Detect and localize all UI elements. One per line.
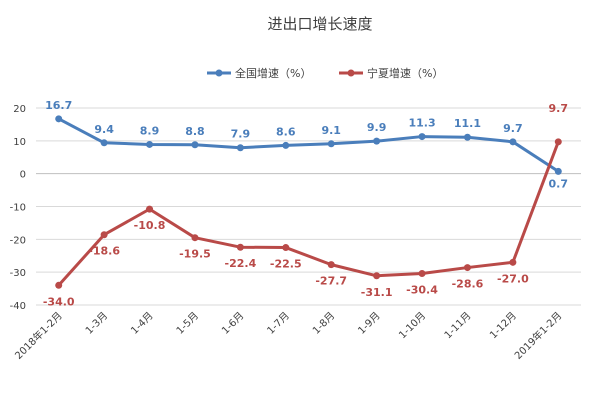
data-label-1-3: -19.5 [179, 248, 211, 261]
data-point-0-2 [146, 140, 154, 148]
data-point-0-10 [509, 138, 517, 146]
x-tick-label-5: 1-7月 [265, 310, 292, 337]
x-tick-label-11: 2019年1-2月 [512, 309, 565, 362]
y-tick-label-6: -40 [10, 301, 26, 312]
series-line-0 [58, 117, 560, 173]
legend-marker-national [215, 69, 223, 77]
data-label-1-6: -27.7 [315, 275, 347, 288]
y-axis: 20 10 0 -10 -20 -30 -40 [10, 104, 26, 312]
x-axis: 2018年1-2月 1-3月 1-4月 1-5月 1-6月 1-7月 1-8月 1-9月 1-1… [12, 309, 564, 362]
data-point-1-8 [418, 269, 426, 277]
data-label-0-6: 9.1 [321, 124, 341, 137]
y-tick-label-4: -20 [10, 235, 26, 246]
gridlines [36, 107, 581, 306]
data-point-0-8 [418, 133, 426, 141]
data-point-1-0 [55, 281, 63, 289]
data-labels: 16.7 9.4 8.9 8.8 7.9 8.6 9.1 9.9 11.3 11.1 9.7 0.7 -… [43, 99, 568, 308]
data-label-0-7: 9.9 [367, 121, 387, 134]
data-label-0-1: 9.4 [94, 123, 114, 136]
data-point-0-5 [282, 141, 290, 149]
data-point-0-9 [463, 133, 471, 141]
data-point-0-7 [373, 137, 381, 145]
data-label-0-0: 16.7 [45, 99, 72, 112]
x-tick-label-7: 1-9月 [356, 310, 383, 337]
data-label-1-1: -18.6 [88, 245, 120, 258]
data-label-0-9: 11.1 [454, 117, 481, 130]
x-tick-label-3: 1-5月 [174, 310, 201, 337]
y-tick-label-5: -30 [10, 268, 26, 279]
data-point-0-3 [191, 141, 199, 149]
legend-item-national: 全国增速（%） [207, 66, 311, 80]
data-label-0-5: 8.6 [276, 125, 296, 138]
x-tick-label-4: 1-6月 [219, 310, 246, 337]
data-label-0-4: 7.9 [231, 128, 251, 141]
data-point-0-4 [236, 144, 244, 152]
y-tick-label-3: -10 [10, 203, 26, 214]
data-label-1-5: -22.5 [270, 258, 302, 271]
legend-item-ningxia: 宁夏增速（%） [339, 66, 443, 80]
data-point-0-6 [327, 140, 335, 148]
data-point-1-2 [146, 205, 154, 213]
data-label-1-0: -34.0 [43, 295, 75, 308]
data-point-1-7 [373, 272, 381, 280]
data-point-1-9 [463, 264, 471, 272]
data-label-1-8: -30.4 [406, 283, 438, 296]
data-label-1-10: -27.0 [497, 272, 529, 285]
data-label-1-11: 9.7 [549, 102, 569, 115]
data-point-1-11 [554, 138, 562, 146]
data-point-1-1 [100, 231, 108, 239]
x-tick-label-6: 1-8月 [310, 310, 337, 337]
x-tick-label-10: 1-12月 [487, 310, 519, 342]
data-label-0-10: 9.7 [503, 122, 523, 135]
x-tick-label-8: 1-10月 [397, 310, 429, 342]
data-label-1-2: -10.8 [134, 219, 166, 232]
y-tick-label-1: 10 [13, 137, 26, 148]
legend: 全国增速（%） 宁夏增速（%） [207, 66, 443, 80]
data-point-0-0 [55, 115, 63, 123]
x-tick-label-0: 2018年1-2月 [12, 309, 65, 362]
y-tick-label-0: 20 [13, 104, 26, 115]
x-tick-label-1: 1-3月 [83, 310, 110, 337]
x-tick-label-9: 1-11月 [442, 310, 474, 342]
data-point-0-11 [554, 167, 562, 175]
data-label-0-8: 11.3 [408, 117, 435, 130]
data-label-0-3: 8.8 [185, 125, 205, 138]
series-line-1 [57, 141, 560, 287]
data-label-1-4: -22.4 [225, 257, 257, 270]
data-label-1-7: -31.1 [361, 286, 393, 299]
series-layer [55, 115, 562, 289]
x-tick-label-2: 1-4月 [129, 310, 156, 337]
y-tick-label-2: 0 [20, 170, 26, 181]
legend-marker-ningxia [347, 69, 355, 77]
data-point-1-6 [327, 261, 335, 269]
legend-label-national: 全国增速（%） [235, 66, 311, 80]
chart-title: 进出口增长速度 [267, 15, 372, 33]
legend-label-ningxia: 宁夏增速（%） [367, 66, 443, 80]
data-label-0-11: 0.7 [549, 177, 569, 190]
data-point-0-1 [100, 139, 108, 147]
data-point-1-10 [509, 258, 517, 266]
data-label-1-9: -28.6 [452, 278, 484, 291]
data-point-1-3 [191, 234, 199, 242]
data-point-1-4 [236, 243, 244, 251]
data-point-1-5 [282, 244, 290, 252]
data-label-0-2: 8.9 [140, 124, 160, 137]
